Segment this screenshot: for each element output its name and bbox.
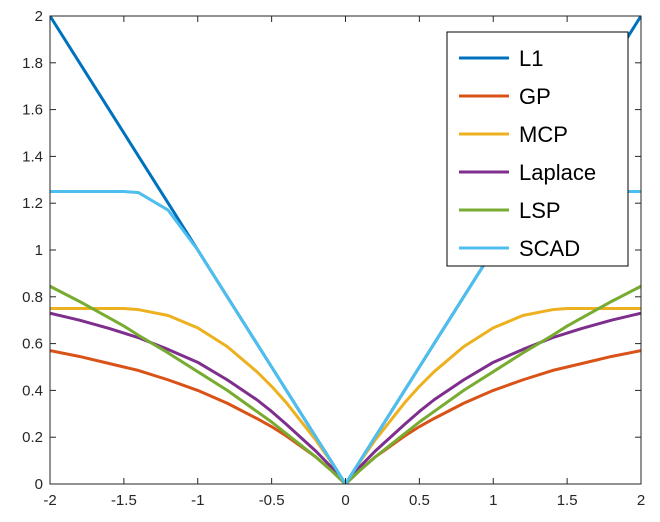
legend-box xyxy=(446,31,629,267)
legend-label-laplace: Laplace xyxy=(519,160,596,185)
y-tick-label: 0.8 xyxy=(22,289,43,306)
y-tick-label: 1.8 xyxy=(22,55,43,72)
x-tick-label: 2 xyxy=(637,492,645,509)
x-tick-label: -2 xyxy=(43,492,56,509)
series-line-mcp xyxy=(50,307,641,484)
y-tick-label: 0 xyxy=(35,476,43,493)
y-tick-label: 1.2 xyxy=(22,195,43,212)
y-tick-label: 1 xyxy=(35,242,43,259)
x-tick-label: -0.5 xyxy=(259,492,285,509)
x-tick-label: 1.5 xyxy=(557,492,578,509)
y-tick-label: 2 xyxy=(35,8,43,25)
x-tick-label: 0.5 xyxy=(409,492,430,509)
axes-layer: -2 -1.5 -1 -0.5 0 0.5 1 1.5 2 0 0.2 0.4 0.6 0.8 1 1.2 1.… xyxy=(22,8,645,509)
y-tick-label: 1.4 xyxy=(22,148,43,165)
legend-label-l1: L1 xyxy=(519,46,543,71)
x-tick-label: 1 xyxy=(489,492,497,509)
legend-label-mcp: MCP xyxy=(519,122,568,147)
legend-label-gp: GP xyxy=(519,84,551,109)
series-line-gp xyxy=(50,349,641,484)
series-line-lsp xyxy=(50,284,641,484)
y-tick-label: 1.6 xyxy=(22,102,43,119)
legend: L1 GP MCP Laplace LSP SCAD xyxy=(446,31,629,267)
legend-label-scad: SCAD xyxy=(519,236,580,261)
y-tick-label: 0.2 xyxy=(22,429,43,446)
x-tick-label: -1.5 xyxy=(111,492,137,509)
y-tick-label: 0.6 xyxy=(22,336,43,353)
legend-label-lsp: LSP xyxy=(519,198,561,223)
y-tick-label: 0.4 xyxy=(22,382,43,399)
x-tick-label: -1 xyxy=(191,492,204,509)
x-tick-label: 0 xyxy=(341,492,349,509)
